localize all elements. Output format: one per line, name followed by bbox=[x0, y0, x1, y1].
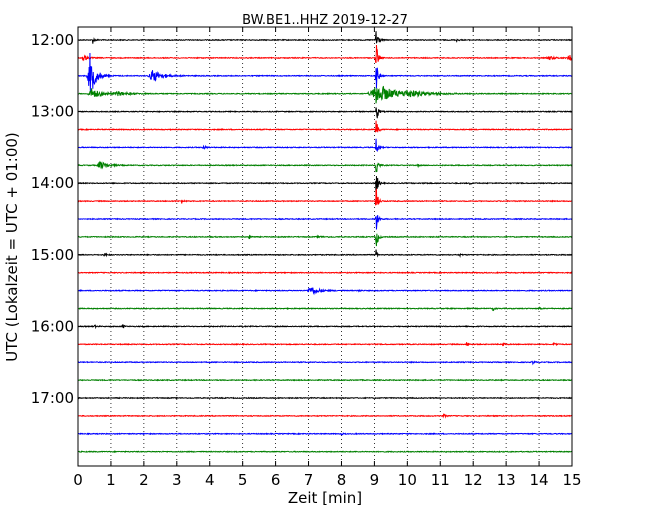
x-tick-label: 0 bbox=[73, 471, 83, 489]
x-tick-label: 5 bbox=[238, 471, 248, 489]
x-tick-label: 3 bbox=[172, 471, 182, 489]
minute-gridlines bbox=[110, 27, 540, 466]
x-tick-label: 14 bbox=[530, 471, 549, 489]
x-tick-label: 2 bbox=[139, 471, 149, 489]
seismic-trace-1415 bbox=[77, 187, 573, 206]
seismic-trace-1700 bbox=[77, 396, 573, 400]
plot-frame bbox=[77, 26, 573, 467]
seismic-trace-1630 bbox=[77, 360, 573, 366]
y-tick-label: 15:00 bbox=[31, 246, 74, 264]
seismic-trace-1315 bbox=[77, 120, 573, 133]
y-tick-label: 12:00 bbox=[31, 31, 74, 49]
x-tick-label: 10 bbox=[398, 471, 417, 489]
x-tick-label: 13 bbox=[497, 471, 516, 489]
x-axis-label: Zeit [min] bbox=[288, 489, 362, 507]
seismic-trace-1230 bbox=[77, 52, 573, 93]
y-tick-label: 13:00 bbox=[31, 103, 74, 121]
y-axis-ticks: 12:00 13:00 14:00 15:00 16:00 17:00 bbox=[31, 31, 572, 407]
x-tick-label: 4 bbox=[205, 471, 215, 489]
seismic-trace-1615 bbox=[77, 342, 573, 347]
seismic-trace-1715 bbox=[77, 412, 573, 419]
x-tick-label: 11 bbox=[431, 471, 450, 489]
chart-title: BW.BE1..HHZ 2019-12-27 bbox=[242, 13, 408, 28]
seismic-trace-1215 bbox=[77, 45, 573, 63]
x-tick-label: 7 bbox=[304, 471, 314, 489]
y-tick-label: 16:00 bbox=[31, 317, 74, 335]
x-tick-label: 6 bbox=[271, 471, 281, 489]
seismic-trace-1430 bbox=[77, 215, 573, 230]
x-axis-ticks: 0 1 2 3 4 5 6 7 8 9 10 11 12 13 14 15 bbox=[73, 27, 582, 489]
y-tick-label: 14:00 bbox=[31, 174, 74, 192]
seismic-trace-1645 bbox=[77, 378, 573, 382]
seismic-trace-1515 bbox=[77, 271, 573, 275]
seismic-trace-1745 bbox=[77, 450, 573, 454]
x-tick-label: 8 bbox=[337, 471, 347, 489]
seismic-trace-1730 bbox=[77, 432, 573, 436]
seismic-traces bbox=[77, 31, 573, 454]
seismic-trace-1530 bbox=[77, 287, 573, 296]
y-tick-label: 17:00 bbox=[31, 389, 74, 407]
seismic-trace-1200 bbox=[77, 31, 573, 44]
seismic-trace-1300 bbox=[77, 107, 573, 119]
seismic-trace-1600 bbox=[77, 324, 573, 330]
x-tick-label: 9 bbox=[370, 471, 380, 489]
x-tick-label: 12 bbox=[464, 471, 483, 489]
y-axis-label: UTC (Lokalzeit = UTC + 01:00) bbox=[3, 132, 21, 362]
seismic-trace-1245 bbox=[77, 85, 573, 104]
seismic-trace-1400 bbox=[77, 176, 573, 197]
x-tick-label: 15 bbox=[562, 471, 581, 489]
seismic-trace-1445 bbox=[77, 233, 573, 247]
seismic-trace-1500 bbox=[77, 249, 573, 258]
seismic-trace-1345 bbox=[77, 160, 573, 173]
seismic-trace-1330 bbox=[77, 138, 573, 152]
seismic-trace-1545 bbox=[77, 306, 573, 312]
x-tick-label: 1 bbox=[106, 471, 116, 489]
